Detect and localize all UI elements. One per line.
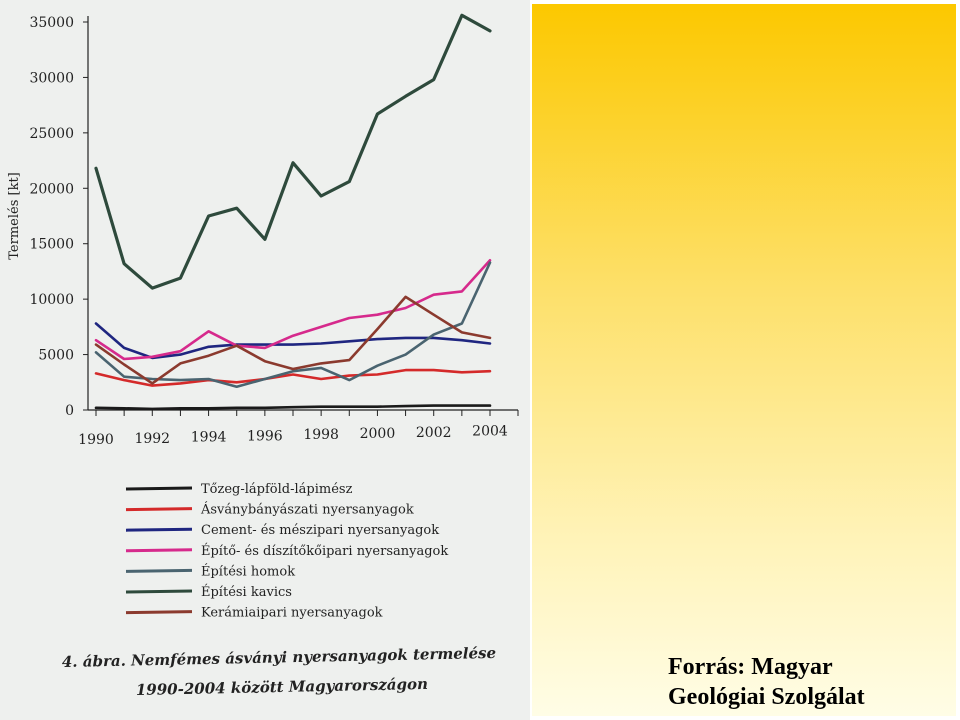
legend-label: Ásványbányászati nyersanyagok	[200, 502, 414, 518]
legend-swatch	[125, 548, 193, 553]
series-line	[94, 258, 492, 361]
series-line	[94, 295, 492, 385]
y-tick-label: 25000	[29, 126, 74, 142]
x-tick-label: 2002	[416, 425, 452, 441]
legend-label: Cement- és mészipari nyersanyagok	[201, 523, 439, 538]
legend-swatch	[125, 589, 193, 594]
series-layer	[94, 13, 492, 411]
legend-swatch	[125, 486, 193, 491]
x-tick-label: 1996	[247, 428, 283, 444]
series-line	[94, 322, 492, 360]
x-tick-label: 1992	[134, 431, 170, 447]
legend-label: Tőzeg-lápföld-lápimész	[201, 482, 353, 497]
x-tick-label: 1994	[191, 430, 227, 446]
y-tick-label: 30000	[29, 70, 74, 86]
series-line	[94, 261, 492, 389]
legend-swatch	[125, 527, 193, 532]
y-tick-label: 15000	[29, 237, 74, 253]
y-tick-label: 0	[65, 403, 74, 419]
legend-swatch	[125, 507, 193, 512]
figure-caption-line-2: 1990-2004 között Magyarországon	[136, 675, 428, 699]
series-line	[94, 404, 492, 411]
legend-swatch	[125, 568, 193, 573]
axes-layer: 0 5000 10000 15000 20000 25000 30000 35000 1990 1…	[29, 15, 519, 448]
series-line	[94, 368, 492, 387]
decorative-gradient-panel	[532, 4, 956, 716]
y-tick-label: 35000	[29, 15, 74, 31]
x-tick-label: 1998	[303, 427, 339, 443]
y-tick-label: 10000	[29, 292, 74, 308]
x-tick-label: 1990	[78, 432, 114, 448]
source-line-2: Geológiai Szolgálat	[668, 684, 865, 710]
y-axis-label: Termelés [kt]	[7, 172, 22, 260]
x-tick-label: 2000	[360, 426, 396, 442]
legend-label: Építő- és díszítőkőipari nyersanyagok	[201, 543, 448, 559]
legend-label: Kerámiaipari nyersanyagok	[201, 606, 383, 621]
legend: Tőzeg-lápföld-lápimész Ásványbányászati n…	[125, 482, 448, 621]
line-chart: 0 5000 10000 15000 20000 25000 30000 35000 1990 1…	[7, 13, 519, 699]
scanned-figure: 0 5000 10000 15000 20000 25000 30000 35000 1990 1…	[0, 0, 530, 720]
y-tick-label: 20000	[29, 181, 74, 197]
legend-label: Építési kavics	[201, 584, 292, 600]
series-line	[94, 13, 492, 290]
y-tick-label: 5000	[38, 348, 74, 364]
legend-swatch	[125, 610, 193, 615]
figure-caption-line-1: 4. ábra. Nemfémes ásványi nyersanyagok t…	[62, 644, 496, 671]
source-text: Forrás: Magyar Geológiai Szolgálat	[668, 652, 948, 712]
x-tick-label: 2004	[472, 424, 508, 440]
source-line-1: Forrás: Magyar	[668, 654, 833, 680]
legend-label: Építési homok	[201, 563, 295, 579]
